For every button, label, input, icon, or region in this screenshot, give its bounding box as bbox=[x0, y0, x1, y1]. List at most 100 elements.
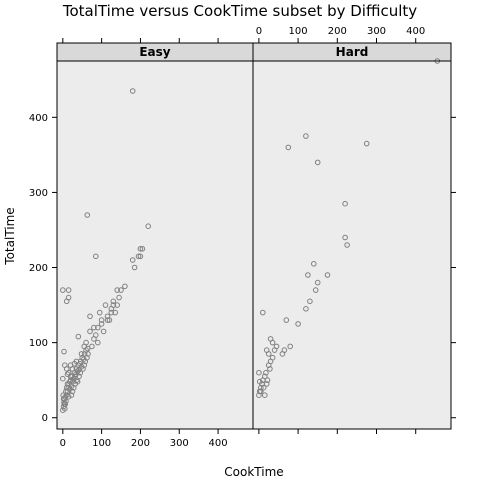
x-tick-label: 0 bbox=[60, 438, 66, 449]
panel-easy-strip bbox=[57, 43, 253, 61]
data-point-easy bbox=[76, 373, 82, 380]
data-point-easy bbox=[100, 328, 107, 335]
data-point-hard bbox=[281, 347, 288, 353]
data-point-easy bbox=[67, 362, 74, 369]
data-point-hard bbox=[314, 279, 321, 286]
x-tick-label: 200 bbox=[131, 438, 150, 449]
data-point-easy bbox=[61, 401, 68, 408]
data-point-easy bbox=[95, 339, 101, 346]
data-point-easy bbox=[69, 388, 76, 395]
data-point-easy bbox=[73, 358, 80, 365]
data-point-easy bbox=[84, 354, 90, 361]
data-point-hard bbox=[283, 317, 290, 323]
data-point-easy bbox=[104, 317, 111, 323]
y-tick-label: 0 bbox=[42, 413, 48, 424]
data-point-easy bbox=[129, 257, 136, 263]
data-point-easy bbox=[116, 294, 122, 301]
y-tick-label: 400 bbox=[29, 113, 48, 124]
data-point-easy bbox=[70, 384, 77, 391]
chart-title: TotalTime versus CookTime subset by Diff… bbox=[62, 2, 417, 20]
data-point-hard bbox=[264, 377, 271, 384]
data-point-hard bbox=[256, 369, 262, 376]
data-point-easy bbox=[118, 287, 124, 293]
x-tick-label: 0 bbox=[256, 26, 262, 37]
data-point-easy bbox=[114, 287, 120, 293]
y-tick-label: 100 bbox=[29, 338, 48, 349]
data-point-easy bbox=[65, 294, 72, 301]
data-point-easy bbox=[137, 253, 144, 260]
x-tick-label: 400 bbox=[209, 438, 228, 449]
data-point-easy bbox=[91, 336, 97, 342]
data-point-easy bbox=[67, 378, 73, 385]
data-point-easy bbox=[122, 283, 128, 290]
data-point-easy bbox=[106, 317, 113, 323]
x-axis-label: CookTime bbox=[224, 465, 283, 479]
x-tick-label: 200 bbox=[328, 26, 347, 37]
data-point-easy bbox=[60, 375, 66, 382]
data-point-easy bbox=[74, 378, 81, 385]
data-point-easy bbox=[81, 362, 87, 369]
data-point-easy bbox=[131, 264, 138, 271]
data-point-easy bbox=[129, 88, 136, 94]
data-point-easy bbox=[139, 246, 146, 252]
data-point-hard bbox=[324, 272, 331, 278]
data-point-easy bbox=[77, 369, 84, 376]
panel-easy-strip-label: Easy bbox=[139, 45, 170, 59]
x-tick-label: 100 bbox=[289, 26, 308, 37]
data-point-hard bbox=[263, 369, 269, 376]
data-point-hard bbox=[260, 309, 266, 316]
panel-hard-plot-area bbox=[253, 61, 451, 429]
data-point-hard bbox=[258, 388, 264, 395]
data-point-easy bbox=[80, 366, 86, 372]
data-point-hard bbox=[312, 287, 319, 293]
y-axis-label: TotalTime bbox=[3, 207, 17, 265]
data-point-hard bbox=[260, 384, 267, 391]
data-point-easy bbox=[89, 343, 95, 350]
data-point-hard bbox=[265, 351, 272, 357]
y-tick-label: 200 bbox=[29, 263, 48, 274]
data-point-easy bbox=[98, 317, 105, 323]
data-point-easy bbox=[78, 351, 85, 357]
data-point-easy bbox=[68, 392, 75, 399]
data-point-easy bbox=[93, 253, 99, 260]
data-point-hard bbox=[263, 381, 270, 387]
data-point-easy bbox=[87, 313, 93, 320]
data-point-easy bbox=[87, 328, 93, 335]
data-point-easy bbox=[83, 339, 89, 346]
data-point-easy bbox=[84, 212, 91, 218]
data-point-hard bbox=[295, 321, 301, 327]
data-point-hard bbox=[273, 343, 280, 350]
data-point-easy bbox=[61, 348, 67, 355]
panel-easy: Easy bbox=[57, 43, 253, 429]
data-point-easy bbox=[145, 223, 151, 229]
data-point-hard bbox=[262, 392, 268, 399]
data-point-easy bbox=[60, 392, 67, 399]
data-point-hard bbox=[285, 144, 292, 151]
data-point-easy bbox=[60, 396, 67, 402]
x-tick-label: 400 bbox=[406, 26, 425, 37]
data-point-hard bbox=[269, 339, 276, 346]
data-point-hard bbox=[303, 133, 309, 139]
data-point-easy bbox=[137, 246, 144, 252]
data-point-easy bbox=[65, 287, 72, 293]
data-point-easy bbox=[110, 298, 117, 305]
data-point-hard bbox=[262, 373, 268, 380]
data-point-hard bbox=[342, 234, 348, 241]
data-point-easy bbox=[108, 309, 115, 316]
data-point-easy bbox=[75, 333, 82, 340]
data-point-easy bbox=[96, 309, 103, 316]
data-point-hard bbox=[314, 159, 321, 166]
data-point-hard bbox=[342, 200, 348, 207]
data-point-easy bbox=[102, 302, 109, 308]
panel-frame bbox=[56, 42, 452, 430]
data-point-easy bbox=[95, 324, 101, 331]
data-point-easy bbox=[76, 366, 82, 373]
data-point-easy bbox=[72, 373, 78, 380]
data-point-hard bbox=[267, 366, 273, 372]
data-point-hard bbox=[287, 343, 294, 350]
data-point-hard bbox=[269, 354, 276, 361]
data-point-hard bbox=[311, 261, 317, 267]
x-tick-label: 300 bbox=[170, 438, 189, 449]
data-point-easy bbox=[114, 302, 120, 308]
